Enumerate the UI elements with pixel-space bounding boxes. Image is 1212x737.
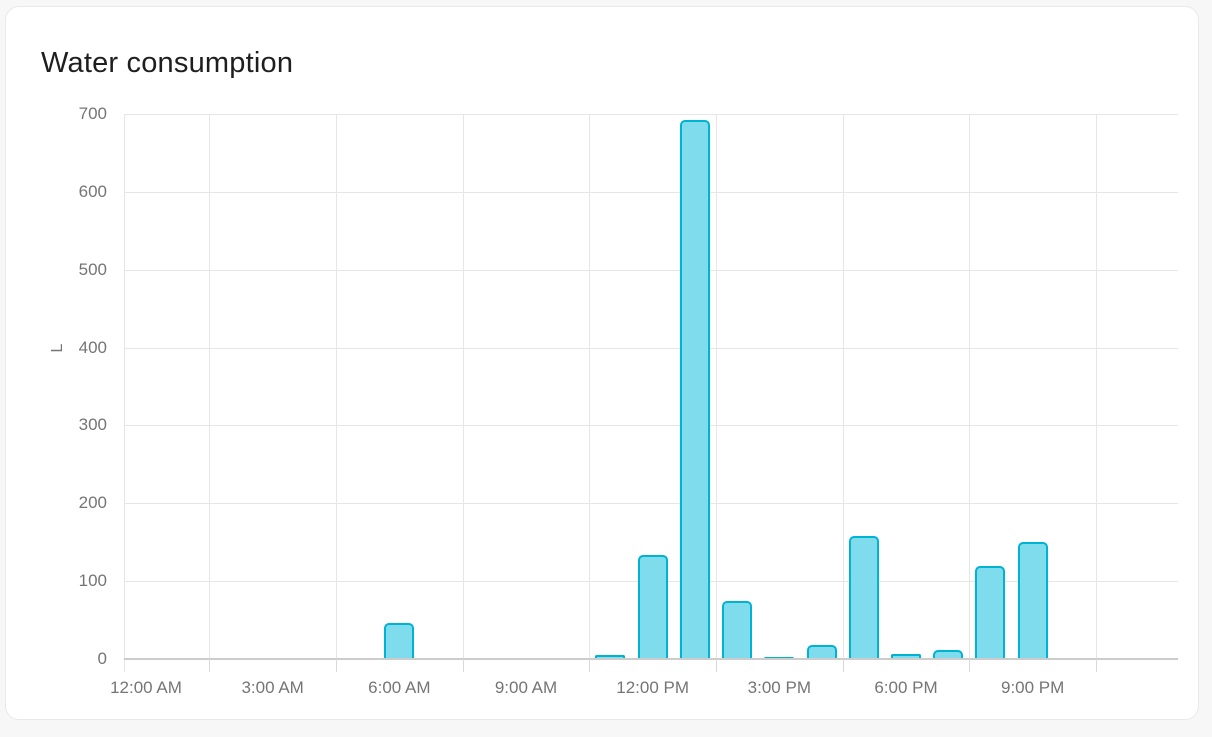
x-axis-tick-mark: [1096, 659, 1097, 672]
y-axis-tick-label: 400: [78, 337, 107, 357]
y-gridline: [124, 191, 1178, 193]
x-gridline: [336, 114, 337, 659]
plot-left-boundary-line: [124, 114, 125, 672]
chart-plot-area: 0 100 200 300 400 500 600 700 12:00 AM 3:00 AM 6:0…: [6, 7, 1198, 719]
x-axis-tick-mark: [969, 659, 971, 672]
x-axis-tick-mark: [336, 659, 337, 672]
bar-2pm[interactable]: [722, 600, 753, 659]
chart-title: Water consumption: [41, 47, 294, 79]
x-gridline: [716, 114, 717, 659]
y-axis-tick-label: 300: [78, 415, 107, 435]
bar-12pm[interactable]: [637, 554, 668, 659]
x-axis-tick-label: 12:00 PM: [616, 678, 690, 697]
y-axis-tick-label: 200: [78, 493, 107, 513]
x-axis-tick-label: 6:00 AM: [368, 678, 431, 697]
bar-5pm[interactable]: [848, 535, 879, 659]
bar-8pm[interactable]: [975, 566, 1006, 659]
x-axis-tick-label: 9:00 PM: [1001, 678, 1065, 697]
x-axis-tick-label: 9:00 AM: [494, 678, 558, 697]
bar-9pm[interactable]: [1017, 542, 1048, 659]
x-gridline: [589, 114, 591, 659]
bar-6am[interactable]: [384, 623, 415, 659]
y-gridline: [124, 269, 1178, 271]
y-gridline: [124, 425, 1178, 427]
y-axis-title: L: [49, 343, 66, 353]
y-gridline: [124, 503, 1178, 505]
x-gridline: [969, 114, 971, 659]
x-axis-tick-mark: [462, 659, 464, 672]
y-axis-tick-label: 500: [78, 259, 107, 279]
x-gridline: [842, 114, 844, 659]
y-axis-tick-label: 700: [78, 104, 107, 123]
bar-6pm[interactable]: [891, 653, 921, 659]
water-consumption-card: Water consumption 0 100 200 300 400 500 600 700…: [5, 6, 1199, 720]
x-axis-tick-mark: [209, 659, 211, 672]
x-gridline: [209, 114, 211, 659]
y-axis-tick-label: 0: [97, 649, 107, 668]
x-axis-tick-label: 12:00 AM: [110, 678, 182, 697]
bar-7pm[interactable]: [933, 650, 964, 659]
x-axis-tick-mark: [716, 659, 717, 672]
y-axis-tick-label: 100: [78, 571, 107, 591]
x-axis-baseline: [124, 658, 1178, 660]
x-axis-tick-mark: [842, 659, 844, 672]
x-axis-tick-label: 3:00 AM: [241, 678, 304, 697]
bar-11am[interactable]: [595, 655, 626, 659]
y-gridline: [124, 347, 1178, 349]
x-gridline: [462, 114, 464, 659]
x-axis-tick-mark: [589, 659, 591, 672]
bar-1pm[interactable]: [679, 120, 710, 659]
y-gridline: [124, 114, 1178, 115]
x-gridline: [1096, 114, 1097, 659]
x-axis-tick-label: 3:00 PM: [747, 678, 811, 697]
x-axis-tick-label: 6:00 PM: [874, 678, 938, 697]
y-axis-tick-label: 600: [78, 181, 107, 201]
bar-4pm[interactable]: [806, 644, 837, 659]
